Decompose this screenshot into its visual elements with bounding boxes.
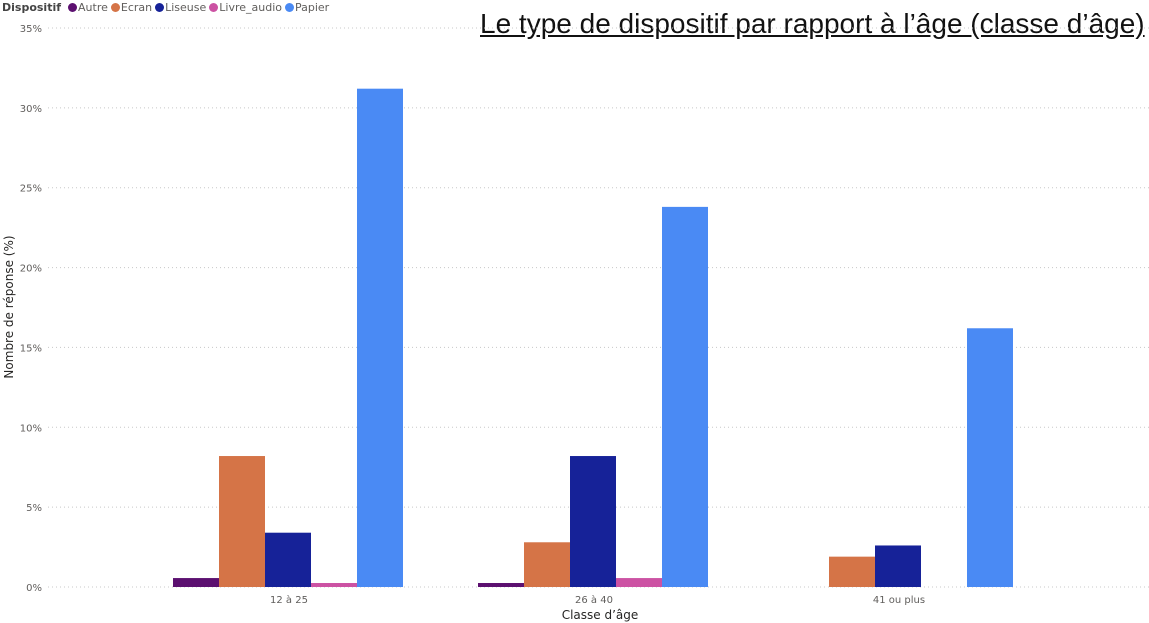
bar-papier bbox=[662, 206, 708, 587]
legend-label: Ecran bbox=[120, 1, 153, 14]
legend-item-livre_audio[interactable]: Livre_audio bbox=[209, 1, 282, 14]
y-tick-label: 35% bbox=[20, 24, 42, 35]
legend-label: Autre bbox=[78, 1, 108, 14]
bar-autre bbox=[478, 583, 524, 587]
bar-livre_audio bbox=[616, 578, 662, 587]
bar-papier bbox=[967, 328, 1013, 587]
legend-item-papier[interactable]: Papier bbox=[285, 1, 329, 14]
legend-marker bbox=[155, 3, 165, 12]
y-tick-label: 5% bbox=[26, 503, 42, 514]
legend-label: Liseuse bbox=[165, 1, 207, 14]
legend-item-liseuse[interactable]: Liseuse bbox=[155, 1, 206, 14]
y-tick-label: 25% bbox=[20, 184, 42, 195]
legend-marker bbox=[285, 3, 294, 12]
legend-label: Livre_audio bbox=[219, 1, 282, 14]
bar-ecran bbox=[524, 542, 570, 587]
bar-ecran bbox=[219, 456, 265, 587]
y-tick-label: 20% bbox=[20, 264, 42, 275]
legend-marker bbox=[68, 3, 78, 12]
bar-autre bbox=[173, 578, 219, 587]
legend-label: Papier bbox=[295, 1, 330, 14]
x-tick-label: 41 ou plus bbox=[873, 595, 925, 606]
legend-item-ecran[interactable]: Ecran bbox=[110, 1, 153, 14]
legend-marker bbox=[110, 3, 120, 12]
legend-item-autre[interactable]: Autre bbox=[68, 1, 108, 14]
y-tick-label: 10% bbox=[20, 423, 42, 434]
legend-title: Dispositif bbox=[2, 1, 62, 14]
bar-livre_audio bbox=[311, 583, 357, 587]
legend-marker bbox=[209, 3, 219, 12]
x-axis-title: Classe d’âge bbox=[562, 608, 639, 622]
bar-liseuse bbox=[570, 456, 616, 587]
y-tick-label: 30% bbox=[20, 104, 42, 115]
bar-liseuse bbox=[265, 532, 311, 587]
bar-liseuse bbox=[875, 545, 921, 587]
x-tick-label: 12 à 25 bbox=[270, 594, 308, 606]
y-tick-label: 15% bbox=[20, 343, 42, 354]
bar-papier bbox=[357, 88, 403, 587]
y-tick-label: 0% bbox=[26, 583, 42, 594]
x-tick-label: 26 à 40 bbox=[575, 594, 613, 606]
y-axis-title: Nombre de réponse (%) bbox=[2, 235, 16, 378]
chart-title: Le type de dispositif par rapport à l’âg… bbox=[480, 8, 1145, 39]
bar-ecran bbox=[829, 556, 875, 587]
legend: Dispositif Autre Ecran Liseuse Livre_audio P… bbox=[2, 1, 332, 14]
